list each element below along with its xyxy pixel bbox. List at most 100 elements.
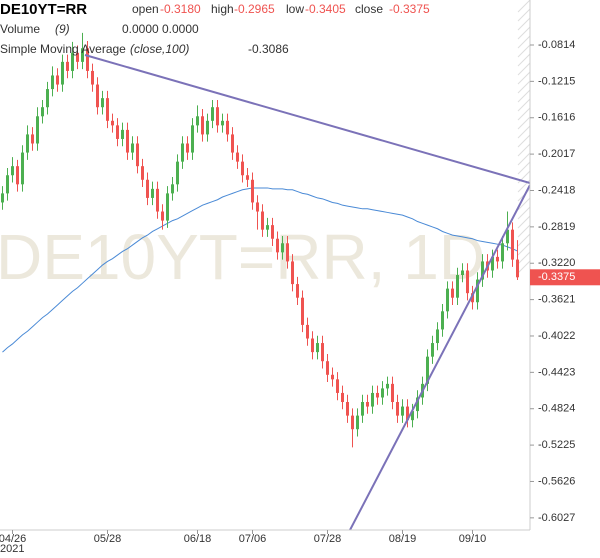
hatch <box>517 80 530 94</box>
x-tick-label: 07/28 <box>314 533 342 545</box>
candle-body <box>156 188 159 212</box>
candle-body <box>461 270 464 276</box>
y-tick-label: -0.0814 <box>538 39 575 51</box>
candle-body <box>116 125 119 139</box>
candle-body <box>6 175 9 194</box>
hatch <box>517 242 530 256</box>
y-tick-label: -0.1215 <box>538 75 575 87</box>
candle-body <box>131 143 134 153</box>
candle-body <box>111 120 114 126</box>
candle-body <box>336 379 339 393</box>
candle-body <box>441 311 444 330</box>
candle-body <box>386 383 389 389</box>
candle-body <box>211 107 214 121</box>
hatch <box>517 89 530 103</box>
last-price-label: -0.3375 <box>538 271 575 283</box>
candle-body <box>46 89 49 108</box>
candle-body <box>516 259 519 278</box>
candle-body <box>176 161 179 185</box>
candle-body <box>376 392 379 398</box>
hatch <box>517 134 530 148</box>
candle-body <box>256 202 259 212</box>
candle-body <box>31 134 34 144</box>
candle-body <box>226 120 229 135</box>
candle-body <box>161 211 164 221</box>
candle-body <box>166 193 169 221</box>
candle-body <box>501 243 504 262</box>
hatch <box>517 44 530 58</box>
candle-body <box>136 143 139 167</box>
candle-body <box>221 120 224 126</box>
candle-body <box>51 75 54 90</box>
candle-body <box>371 392 374 407</box>
candle-body <box>311 338 314 353</box>
candle-body <box>236 152 239 162</box>
hatch <box>517 71 530 85</box>
x-tick-label: 08/19 <box>389 533 417 545</box>
candle-body <box>201 116 204 135</box>
candle-body <box>81 48 84 62</box>
candle-body <box>61 61 64 85</box>
y-tick-label: -0.3621 <box>538 294 575 306</box>
hatch <box>517 197 530 211</box>
candle-body <box>301 297 304 325</box>
candle-body <box>361 402 364 416</box>
candle-body <box>436 329 439 344</box>
hatch <box>517 206 530 220</box>
candle-body <box>381 388 384 398</box>
sma-legend: Simple Moving Average <box>0 42 126 56</box>
hatch <box>517 224 530 238</box>
candle-body <box>146 179 149 198</box>
candle-body <box>356 415 359 430</box>
y-tick-label: -0.5626 <box>538 475 575 487</box>
hatch <box>517 161 530 175</box>
candle-body <box>491 256 494 271</box>
x-year-label: 2021 <box>0 543 24 555</box>
hatch <box>517 251 530 265</box>
candle-body <box>66 61 69 71</box>
candle-body <box>141 166 144 180</box>
candle-body <box>481 261 484 280</box>
candle-body <box>91 70 94 85</box>
candle-body <box>281 243 284 253</box>
candle-body <box>41 107 44 117</box>
candle-body <box>231 134 234 153</box>
hatch <box>517 152 530 166</box>
legend-value: -0.3405 <box>305 2 346 16</box>
candle-body <box>11 166 14 176</box>
candle-body <box>26 134 29 153</box>
candle-body <box>56 75 59 85</box>
candle-body <box>471 293 474 303</box>
x-tick-label: 09/10 <box>459 533 487 545</box>
hatch <box>517 53 530 67</box>
candle-body <box>241 161 244 176</box>
y-tick-label: -0.2017 <box>538 148 575 160</box>
y-tick-label: -0.6027 <box>538 512 575 524</box>
candle-body <box>306 324 309 339</box>
candle-body <box>496 256 499 262</box>
plot-area: DE10YT=RR, 1D <box>0 0 530 530</box>
hatch <box>517 215 530 229</box>
volume-params: (9) <box>55 22 70 36</box>
candle-body <box>291 261 294 285</box>
candle-body <box>126 129 129 153</box>
candle-body <box>326 361 329 375</box>
candle-body <box>426 356 429 384</box>
y-tick-label: -0.2418 <box>538 184 575 196</box>
hatch <box>517 107 530 121</box>
y-tick-label: -0.3220 <box>538 257 575 269</box>
candle-body <box>321 343 324 362</box>
y-tick-label: -0.5225 <box>538 439 575 451</box>
candle-body <box>431 343 434 357</box>
candle-body <box>86 48 89 71</box>
candle-body <box>261 211 264 230</box>
candle-body <box>406 406 409 421</box>
volume-legend: Volume <box>0 22 40 36</box>
chart-title: DE10YT=RR <box>0 1 87 18</box>
x-tick-label: 06/18 <box>184 533 212 545</box>
trend-line <box>349 184 530 530</box>
candle-body <box>246 175 249 180</box>
candle-body <box>446 288 449 312</box>
hatch <box>517 35 530 49</box>
